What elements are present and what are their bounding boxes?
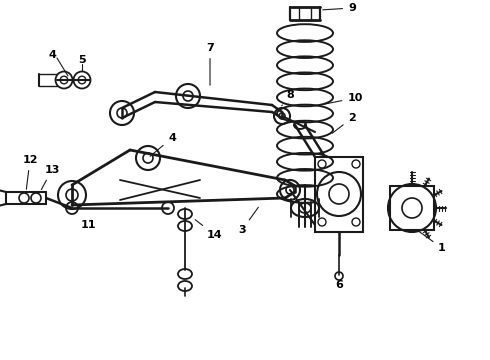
Text: 1: 1 — [419, 231, 446, 253]
Text: 9: 9 — [323, 3, 356, 13]
Text: 6: 6 — [335, 280, 343, 290]
Text: 5: 5 — [78, 55, 86, 65]
Text: 8: 8 — [282, 90, 294, 106]
Text: 3: 3 — [238, 207, 258, 235]
Text: 2: 2 — [332, 113, 356, 133]
Text: 12: 12 — [22, 155, 38, 189]
Text: 4: 4 — [48, 50, 56, 60]
Text: 4: 4 — [150, 133, 176, 156]
FancyBboxPatch shape — [390, 186, 434, 230]
Polygon shape — [6, 192, 46, 204]
Text: 10: 10 — [323, 93, 363, 104]
Text: 7: 7 — [206, 43, 214, 85]
Text: 11: 11 — [80, 220, 96, 230]
Text: 14: 14 — [195, 220, 223, 240]
FancyBboxPatch shape — [315, 157, 363, 232]
Text: 13: 13 — [41, 165, 60, 190]
